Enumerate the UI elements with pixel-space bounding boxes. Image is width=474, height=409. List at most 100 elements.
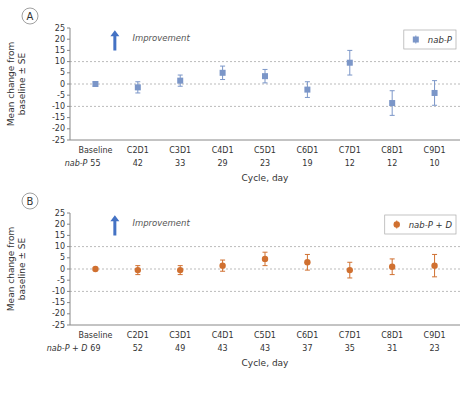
error-cap [432, 105, 437, 106]
y-tick-label: -15 [52, 113, 65, 122]
y-tick [67, 280, 70, 281]
x-tick-label: C2D1 [127, 146, 149, 155]
y-tick-label: 15 [55, 231, 65, 240]
point [219, 262, 225, 268]
y-tick [67, 140, 70, 141]
y-tick-label: -20 [52, 124, 65, 133]
error-cap [432, 254, 437, 255]
reference-line [70, 61, 460, 62]
point [347, 267, 353, 273]
y-tick [67, 269, 70, 270]
point [135, 267, 141, 273]
y-tick [67, 325, 70, 326]
error-cap [263, 82, 268, 83]
y-axis-label: Mean change frombaseline ± SE [6, 227, 27, 311]
error-cap [220, 260, 225, 261]
x-axis-label: Cycle, day [242, 358, 290, 368]
y-tick-label: 10 [55, 57, 65, 66]
y-tick-label: 0 [60, 80, 65, 89]
y-tick-label: 25 [55, 24, 65, 33]
point [347, 60, 353, 66]
n-value: 55 [90, 159, 100, 168]
point [389, 264, 395, 270]
error-cap [347, 277, 352, 278]
y-tick [67, 246, 70, 247]
y-tick [67, 84, 70, 85]
y-tick-label: -10 [52, 287, 65, 296]
y-tick [67, 72, 70, 73]
point [432, 90, 438, 96]
x-tick-label: Baseline [78, 146, 112, 155]
panel-label-circle [22, 193, 38, 209]
legend-symbol [413, 37, 419, 43]
point [177, 267, 183, 273]
error-cap [390, 90, 395, 91]
y-tick-label: -5 [57, 276, 65, 285]
error-cap [347, 262, 352, 263]
n-value: 23 [429, 344, 439, 353]
error-cap [390, 258, 395, 259]
legend: nab-P [404, 30, 456, 49]
n-value: 31 [387, 344, 397, 353]
n-value: 23 [260, 159, 270, 168]
error-cap [305, 254, 310, 255]
error-cap [347, 50, 352, 51]
reference-line [70, 84, 460, 85]
error-cap [178, 86, 183, 87]
point [304, 259, 310, 265]
y-tick-label: 0 [60, 265, 65, 274]
x-tick-label: C7D1 [339, 146, 361, 155]
n-value: 35 [345, 344, 355, 353]
panel: -25-20-15-10-50510152025BaselineC2D1C3D1… [6, 8, 460, 183]
panel: -25-20-15-10-50510152025BaselineC2D1C3D1… [6, 193, 460, 368]
n-value: 12 [345, 159, 355, 168]
n-value: 12 [387, 159, 397, 168]
n-value: 19 [302, 159, 312, 168]
error-cap [178, 274, 183, 275]
y-tick [67, 313, 70, 314]
x-axis-line [70, 140, 460, 141]
point [389, 100, 395, 106]
panel-label: A [27, 11, 34, 22]
point [262, 73, 268, 79]
reference-line [70, 269, 460, 270]
y-tick-label: -20 [52, 309, 65, 318]
panel-label: B [27, 196, 34, 207]
chart: -25-20-15-10-50510152025BaselineC2D1C3D1… [0, 0, 474, 409]
y-tick [67, 61, 70, 62]
x-tick-label: C8D1 [381, 331, 403, 340]
n-value: 42 [133, 159, 143, 168]
n-row-label: nab-P + D [47, 344, 88, 353]
y-axis-label-line: baseline ± SE [17, 238, 27, 301]
x-axis-line [70, 325, 460, 326]
reference-line [70, 106, 460, 107]
error-cap [432, 276, 437, 277]
x-axis-label: Cycle, day [242, 173, 290, 183]
error-cap [305, 270, 310, 271]
error-cap [178, 265, 183, 266]
y-tick [67, 302, 70, 303]
y-tick-label: 5 [60, 68, 65, 77]
legend-label: nab-P + D [409, 220, 453, 230]
error-cap [390, 274, 395, 275]
point [92, 81, 98, 87]
error-cap [135, 92, 140, 93]
n-value: 33 [175, 159, 185, 168]
n-value: 69 [90, 344, 100, 353]
error-cap [135, 274, 140, 275]
improvement-arrow [110, 30, 119, 50]
x-tick-label: C6D1 [296, 146, 318, 155]
y-tick-label: 15 [55, 46, 65, 55]
error-cap [263, 252, 268, 253]
x-tick-label: C9D1 [424, 331, 446, 340]
plot-area [70, 213, 460, 325]
y-tick [67, 106, 70, 107]
legend: nab-P + D [385, 215, 456, 234]
y-tick-label: 20 [55, 35, 65, 44]
n-value: 37 [302, 344, 312, 353]
panel-label-circle [22, 8, 38, 24]
y-tick [67, 117, 70, 118]
error-cap [135, 265, 140, 266]
legend-label: nab-P [428, 35, 453, 45]
x-tick-label: C6D1 [296, 331, 318, 340]
